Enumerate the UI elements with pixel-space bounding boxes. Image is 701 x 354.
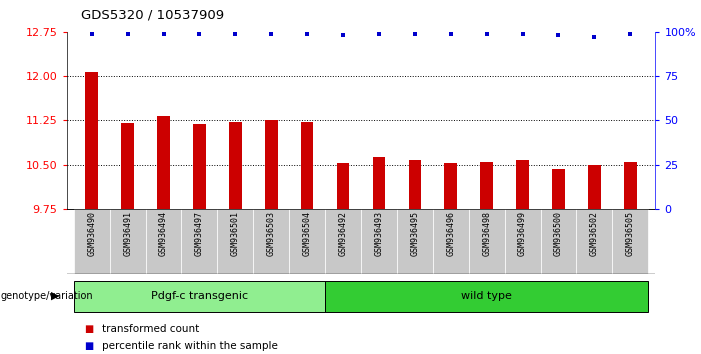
Text: GSM936490: GSM936490 (87, 211, 96, 257)
Text: GSM936504: GSM936504 (303, 211, 312, 257)
Text: GSM936500: GSM936500 (554, 211, 563, 257)
Bar (433, 209, 469, 274)
Bar (157, 116, 170, 209)
Point (86, 31, 97, 36)
Point (445, 31, 456, 36)
Bar (397, 209, 433, 274)
Bar (146, 209, 182, 274)
Bar (109, 209, 146, 274)
Point (374, 31, 385, 36)
Point (625, 31, 636, 36)
Bar (505, 209, 540, 274)
Point (301, 31, 313, 36)
Point (553, 33, 564, 38)
Text: GSM936501: GSM936501 (231, 211, 240, 257)
Bar (336, 164, 349, 209)
Bar (193, 125, 205, 209)
Text: genotype/variation: genotype/variation (1, 291, 93, 301)
Bar (121, 123, 134, 209)
Text: GSM936497: GSM936497 (195, 211, 204, 257)
Point (337, 33, 348, 38)
Text: ■: ■ (84, 341, 93, 351)
Bar (613, 209, 648, 274)
Text: percentile rank within the sample: percentile rank within the sample (102, 341, 278, 351)
Bar (540, 209, 576, 274)
Point (266, 31, 277, 36)
Bar (253, 209, 290, 274)
Text: GSM936502: GSM936502 (590, 211, 599, 257)
Text: GSM936496: GSM936496 (447, 211, 455, 257)
Bar (517, 160, 529, 209)
Bar (74, 281, 325, 312)
Point (194, 31, 205, 36)
Point (122, 31, 133, 36)
Bar (325, 209, 361, 274)
Bar (361, 209, 397, 274)
Point (589, 34, 600, 40)
Bar (325, 281, 648, 312)
Bar (229, 121, 242, 209)
Bar (74, 209, 109, 274)
Bar (86, 72, 98, 209)
Text: GSM936499: GSM936499 (518, 211, 527, 257)
Text: ▶: ▶ (51, 291, 60, 301)
Text: GSM936492: GSM936492 (339, 211, 348, 257)
Bar (265, 120, 278, 209)
Text: GSM936493: GSM936493 (374, 211, 383, 257)
Bar (409, 160, 421, 209)
Bar (444, 163, 457, 209)
Text: GDS5320 / 10537909: GDS5320 / 10537909 (81, 8, 224, 21)
Bar (588, 165, 601, 209)
Point (158, 31, 169, 36)
Text: Pdgf-c transgenic: Pdgf-c transgenic (151, 291, 248, 301)
Text: GSM936495: GSM936495 (410, 211, 419, 257)
Point (409, 31, 421, 36)
Bar (480, 162, 493, 209)
Text: GSM936494: GSM936494 (159, 211, 168, 257)
Bar (552, 169, 565, 209)
Text: wild type: wild type (461, 291, 512, 301)
Text: GSM936503: GSM936503 (267, 211, 275, 257)
Text: ■: ■ (84, 324, 93, 334)
Bar (576, 209, 613, 274)
Text: transformed count: transformed count (102, 324, 199, 334)
Bar (301, 121, 313, 209)
Bar (217, 209, 253, 274)
Text: GSM936491: GSM936491 (123, 211, 132, 257)
Point (481, 31, 492, 36)
Bar (373, 157, 386, 209)
Bar (469, 209, 505, 274)
Bar (182, 209, 217, 274)
Bar (624, 162, 637, 209)
Text: GSM936498: GSM936498 (482, 211, 491, 257)
Bar (290, 209, 325, 274)
Text: GSM936505: GSM936505 (626, 211, 635, 257)
Point (517, 31, 528, 36)
Point (230, 31, 241, 36)
